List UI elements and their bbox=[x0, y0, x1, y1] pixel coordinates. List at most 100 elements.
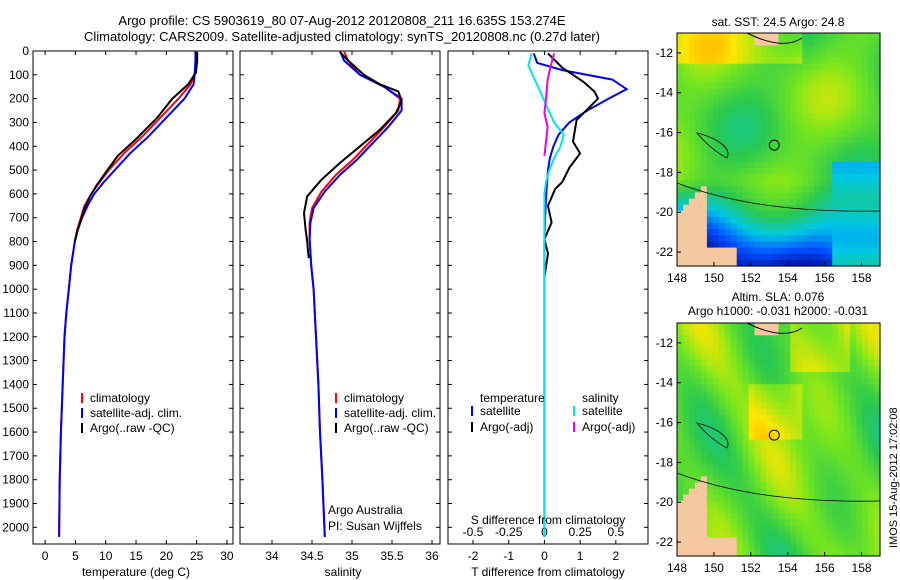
sst_map-cell bbox=[838, 63, 845, 71]
sla_map-cell bbox=[694, 543, 702, 551]
sst_map-cell bbox=[814, 229, 821, 236]
sst_map-cell bbox=[730, 149, 738, 157]
sst_map-cell bbox=[826, 253, 833, 261]
sst_map-cell bbox=[808, 198, 815, 206]
sst_map-cell bbox=[742, 63, 750, 71]
sst_map-cell bbox=[724, 155, 732, 163]
sla_map-cell bbox=[778, 470, 786, 477]
sla_map-cell bbox=[844, 372, 851, 379]
sla_map-cell bbox=[712, 402, 720, 410]
sst_map-cell bbox=[868, 253, 875, 261]
sst_map-cell bbox=[748, 75, 756, 83]
sst_map-cell bbox=[706, 210, 714, 218]
sst_map-cell bbox=[772, 161, 780, 169]
sst_map-cell bbox=[862, 118, 869, 126]
sla_map-cell bbox=[808, 513, 815, 520]
sla_map-cell bbox=[850, 402, 857, 410]
sst_map-cell bbox=[784, 229, 792, 236]
sst_map-cell bbox=[808, 235, 815, 242]
sst_map-cell bbox=[820, 253, 827, 261]
sla_map-cell bbox=[802, 427, 809, 434]
sla_map-cell bbox=[808, 421, 815, 428]
sst_map-cell bbox=[688, 39, 696, 46]
sst_map-cell bbox=[683, 155, 690, 163]
sla_map-cell bbox=[784, 494, 792, 502]
sla_map-cell bbox=[748, 482, 756, 490]
sst_map-cell bbox=[874, 63, 881, 71]
sst_map-cell bbox=[850, 131, 857, 138]
sst_map-cell bbox=[820, 33, 827, 40]
sla_map-cell bbox=[850, 427, 857, 434]
sla_map-cell bbox=[766, 427, 774, 434]
sst_map-cell bbox=[778, 161, 786, 169]
sla_map-cell bbox=[724, 335, 732, 342]
sla_map-cell bbox=[850, 488, 857, 496]
sst_map-cell bbox=[688, 167, 696, 175]
sst_map-cell bbox=[808, 57, 815, 65]
sst_map-cell bbox=[814, 69, 821, 77]
sla_map-cell bbox=[718, 531, 726, 539]
sla_map-cell bbox=[826, 470, 833, 477]
sla_map-cell bbox=[820, 329, 827, 336]
sst_map-cell bbox=[766, 82, 774, 89]
sst-map: sat. SST: 24.5 Argo: 24.8 148 150 152 154 15… bbox=[656, 15, 881, 285]
sst_map-cell bbox=[700, 223, 708, 230]
sla_map-cell bbox=[826, 457, 833, 465]
sla_map-cell bbox=[814, 476, 821, 483]
sla_map-cell bbox=[778, 488, 786, 496]
sla_map-cell bbox=[742, 549, 750, 557]
sst_map-cell bbox=[868, 192, 875, 200]
sla_map-cell bbox=[736, 470, 744, 477]
sla_map-cell bbox=[754, 476, 762, 483]
sst_map-cell bbox=[790, 100, 797, 108]
sst-map-title: sat. SST: 24.5 Argo: 24.8 bbox=[712, 15, 845, 29]
sla_map-cell bbox=[742, 384, 750, 391]
sst_map-cell bbox=[754, 192, 762, 200]
sst_map-cell bbox=[760, 155, 768, 163]
sla_map-cell bbox=[790, 488, 797, 496]
sla_map-cell bbox=[826, 549, 833, 557]
sst_map-cell bbox=[802, 223, 809, 230]
sst_map-cell bbox=[832, 229, 839, 236]
sla_map-cell bbox=[832, 549, 839, 557]
sla_map-cell bbox=[802, 500, 809, 508]
sst_map-cell bbox=[736, 253, 744, 261]
sst_map-cell bbox=[736, 247, 744, 255]
sla_map-cell bbox=[694, 329, 702, 336]
sst_map-cell bbox=[718, 235, 726, 242]
sst_map-cell bbox=[736, 106, 744, 114]
sst_map-cell bbox=[874, 69, 881, 77]
sla_map-cell bbox=[766, 543, 774, 551]
sst_map-cell bbox=[850, 112, 857, 120]
sla_map-cell bbox=[748, 402, 756, 410]
sst_map-cell bbox=[730, 198, 738, 206]
sst_map-cell bbox=[844, 229, 851, 236]
sla_map-cell bbox=[688, 415, 696, 422]
sla_map-cell bbox=[808, 396, 815, 404]
sst_map-cell bbox=[760, 125, 768, 132]
sla_map-cell bbox=[683, 537, 690, 545]
sla_map-cell bbox=[850, 470, 857, 477]
sla_map-cell bbox=[778, 519, 786, 526]
sst_map-cell bbox=[772, 167, 780, 175]
sst_map-cell bbox=[700, 149, 708, 157]
sst_map-cell bbox=[826, 155, 833, 163]
sla_map-cell bbox=[796, 506, 803, 514]
sst_map-cell bbox=[718, 106, 726, 114]
sst_map-cell bbox=[724, 125, 732, 132]
sst_map-cell bbox=[850, 253, 857, 261]
sla_map-cell bbox=[712, 470, 720, 477]
sst_map-cell bbox=[694, 174, 702, 181]
sla_map-cell bbox=[760, 335, 768, 342]
sst_map-cell bbox=[760, 259, 768, 267]
sla_map-cell bbox=[754, 384, 762, 391]
sla_map-cell bbox=[730, 457, 738, 465]
sst_map-ytick-label: -20 bbox=[656, 205, 674, 219]
sla_map-cell bbox=[688, 519, 696, 526]
sst_map-cell bbox=[868, 155, 875, 163]
sst_map-cell bbox=[826, 106, 833, 114]
sla_map-xtick-label: 156 bbox=[815, 561, 835, 575]
sla_map-cell bbox=[694, 537, 702, 545]
sst_map-cell bbox=[724, 253, 732, 261]
sla_map-cell bbox=[844, 500, 851, 508]
